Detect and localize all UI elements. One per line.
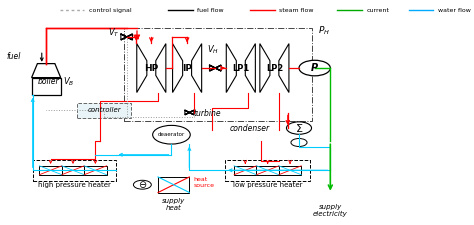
FancyBboxPatch shape — [77, 103, 131, 117]
Bar — [256, 166, 279, 175]
Bar — [158, 177, 189, 193]
Bar — [33, 160, 116, 181]
Bar — [234, 166, 256, 175]
Bar — [279, 166, 301, 175]
Text: current: current — [366, 8, 390, 13]
Text: LP1: LP1 — [232, 63, 249, 72]
Text: $V_T$: $V_T$ — [108, 26, 120, 39]
Bar — [39, 166, 62, 175]
Text: deaerator: deaerator — [158, 132, 185, 137]
Text: $P_H$: $P_H$ — [318, 24, 329, 36]
Text: IP: IP — [182, 63, 192, 72]
Bar — [225, 160, 310, 181]
Text: turbine: turbine — [193, 109, 221, 118]
Text: condenser: condenser — [230, 124, 270, 133]
Text: P: P — [311, 63, 318, 73]
Text: boiler: boiler — [37, 77, 59, 86]
Text: high pressure heater: high pressure heater — [38, 182, 111, 189]
Bar — [32, 78, 61, 95]
Text: fuel flow: fuel flow — [197, 8, 224, 13]
Polygon shape — [121, 34, 133, 40]
Text: $V_H$: $V_H$ — [207, 43, 219, 56]
Text: low pressure heater: low pressure heater — [233, 182, 302, 189]
Polygon shape — [185, 110, 194, 115]
Bar — [84, 166, 107, 175]
Text: HP: HP — [144, 63, 158, 72]
Circle shape — [286, 122, 311, 134]
Text: steam flow: steam flow — [279, 8, 314, 13]
Text: ⊖: ⊖ — [138, 180, 146, 190]
Circle shape — [291, 139, 307, 146]
Text: control signal: control signal — [89, 8, 131, 13]
Text: $\Sigma$: $\Sigma$ — [295, 122, 303, 134]
Text: supply
heat: supply heat — [162, 198, 185, 211]
Bar — [125, 28, 312, 122]
Text: $V_B$: $V_B$ — [63, 75, 74, 88]
Text: fuel: fuel — [7, 52, 21, 61]
Polygon shape — [210, 65, 221, 71]
Text: heat
source: heat source — [194, 177, 215, 188]
Circle shape — [133, 180, 151, 189]
Text: supply
electricity: supply electricity — [313, 204, 348, 217]
Polygon shape — [210, 65, 221, 71]
Text: controller: controller — [88, 107, 121, 113]
Polygon shape — [185, 110, 194, 115]
Text: water flow: water flow — [438, 8, 471, 13]
Polygon shape — [121, 34, 133, 40]
Circle shape — [299, 60, 330, 76]
Circle shape — [153, 125, 190, 144]
Bar — [62, 166, 84, 175]
Text: LP2: LP2 — [266, 63, 283, 72]
